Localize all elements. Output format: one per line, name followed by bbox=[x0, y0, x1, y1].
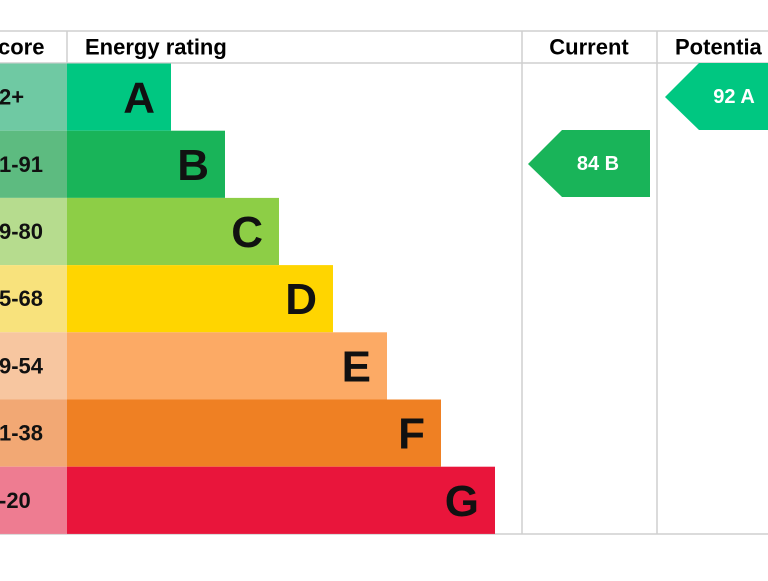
score-range: 9-54 bbox=[0, 353, 44, 378]
rating-letter: D bbox=[285, 275, 317, 324]
score-cell bbox=[0, 399, 67, 467]
potential-score: 92 bbox=[713, 86, 735, 108]
current-arrow bbox=[528, 130, 650, 197]
score-cell bbox=[0, 265, 67, 333]
rating-letter: F bbox=[398, 410, 425, 459]
header-potential: Potentia bbox=[675, 35, 763, 60]
header-current: Current bbox=[549, 35, 629, 60]
rating-bar bbox=[67, 265, 333, 333]
potential-arrow bbox=[665, 63, 768, 130]
rating-letter: B bbox=[177, 141, 209, 190]
rating-bar bbox=[67, 130, 225, 198]
current-rating: 84 B bbox=[577, 153, 619, 175]
score-cell bbox=[0, 332, 67, 400]
rating-bar bbox=[67, 466, 495, 534]
potential-rating: 92 A bbox=[713, 86, 755, 108]
score-range: 1-91 bbox=[0, 152, 43, 177]
header-score: core bbox=[0, 35, 44, 60]
score-range: 2+ bbox=[0, 85, 24, 110]
score-cell bbox=[0, 130, 67, 198]
rating-letter: G bbox=[445, 477, 479, 526]
rating-letter: C bbox=[231, 208, 263, 257]
header-rating: Energy rating bbox=[85, 35, 227, 60]
potential-band: A bbox=[740, 86, 754, 108]
rating-bar bbox=[67, 399, 441, 467]
rating-bar bbox=[67, 63, 171, 131]
current-score: 84 bbox=[577, 153, 600, 175]
score-range: 5-68 bbox=[0, 286, 43, 311]
rows: 2+ A 1-91 B 9-80 C 5-68 D 9-54 E 1-38 F -20 G bbox=[0, 63, 495, 534]
score-cell bbox=[0, 63, 67, 131]
rating-letter: A bbox=[123, 74, 155, 123]
rating-letter: E bbox=[342, 342, 371, 391]
rating-bar bbox=[67, 197, 279, 266]
rating-bar bbox=[67, 332, 387, 400]
score-range: -20 bbox=[0, 488, 31, 513]
score-cell bbox=[0, 466, 67, 534]
score-range: 1-38 bbox=[0, 421, 43, 446]
current-band: B bbox=[605, 153, 619, 175]
score-cell bbox=[0, 197, 67, 266]
score-range: 9-80 bbox=[0, 219, 43, 244]
